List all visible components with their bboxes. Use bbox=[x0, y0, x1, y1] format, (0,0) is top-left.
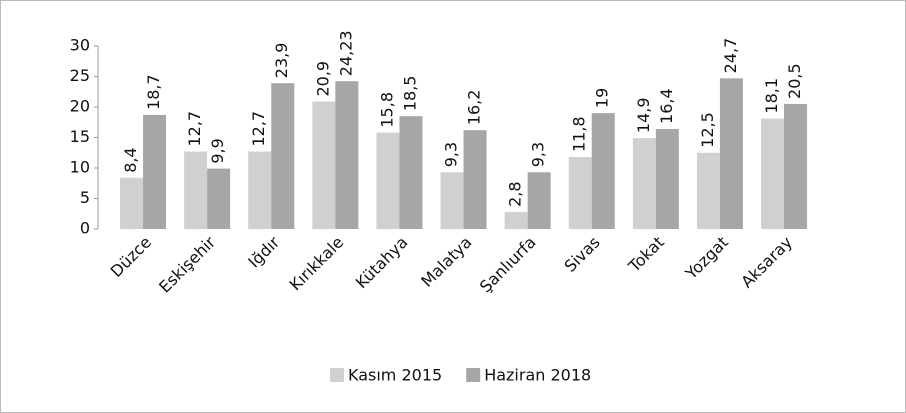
bar bbox=[376, 132, 400, 229]
legend-label: Kasım 2015 bbox=[348, 366, 442, 385]
bar bbox=[696, 152, 720, 229]
value-label: 24,23 bbox=[336, 30, 355, 76]
value-label: 12,7 bbox=[249, 111, 268, 147]
bar bbox=[761, 118, 785, 229]
bar bbox=[248, 151, 272, 229]
y-tick-label: 25 bbox=[70, 66, 90, 85]
value-label: 14,9 bbox=[634, 97, 653, 133]
bar bbox=[591, 113, 615, 229]
value-label: 23,9 bbox=[272, 43, 291, 79]
y-tick-label: 0 bbox=[80, 219, 90, 238]
value-label: 20,5 bbox=[785, 63, 804, 99]
bar bbox=[463, 130, 487, 229]
bar bbox=[335, 81, 359, 230]
y-tick-label: 20 bbox=[70, 97, 90, 116]
y-tick-label: 15 bbox=[70, 127, 90, 146]
bar bbox=[632, 138, 656, 229]
value-label: 19 bbox=[593, 88, 612, 108]
legend-label: Haziran 2018 bbox=[484, 366, 591, 385]
value-label: 15,8 bbox=[377, 92, 396, 128]
value-label: 18,5 bbox=[400, 76, 419, 112]
value-label: 11,8 bbox=[570, 116, 589, 152]
legend-swatch bbox=[466, 368, 481, 382]
value-label: 16,2 bbox=[465, 90, 484, 126]
bar bbox=[568, 157, 592, 229]
y-tick-label: 30 bbox=[70, 36, 90, 55]
bar bbox=[440, 172, 464, 229]
bar bbox=[207, 168, 231, 229]
bar bbox=[312, 101, 336, 229]
bar bbox=[784, 103, 808, 229]
value-label: 9,3 bbox=[529, 142, 548, 167]
value-label: 12,7 bbox=[185, 111, 204, 147]
value-label: 18,1 bbox=[762, 78, 781, 114]
bar bbox=[143, 114, 167, 229]
y-tick-label: 5 bbox=[80, 188, 90, 207]
bar bbox=[504, 211, 528, 229]
bar bbox=[399, 116, 423, 229]
bar bbox=[719, 78, 743, 229]
y-tick-label: 10 bbox=[70, 158, 90, 177]
value-label: 8,4 bbox=[121, 147, 140, 172]
value-label: 12,5 bbox=[698, 112, 717, 148]
bar bbox=[120, 177, 144, 229]
value-label: 9,3 bbox=[442, 142, 461, 167]
value-label: 24,7 bbox=[721, 38, 740, 74]
bar bbox=[655, 128, 679, 229]
legend-swatch bbox=[330, 368, 344, 382]
bar bbox=[527, 172, 551, 229]
value-label: 20,9 bbox=[313, 61, 332, 97]
value-label: 2,8 bbox=[506, 181, 525, 206]
value-label: 9,9 bbox=[208, 138, 227, 163]
value-label: 18,7 bbox=[144, 74, 163, 110]
value-label: 16,4 bbox=[657, 88, 676, 124]
bar bbox=[271, 83, 295, 230]
bar bbox=[184, 151, 208, 229]
